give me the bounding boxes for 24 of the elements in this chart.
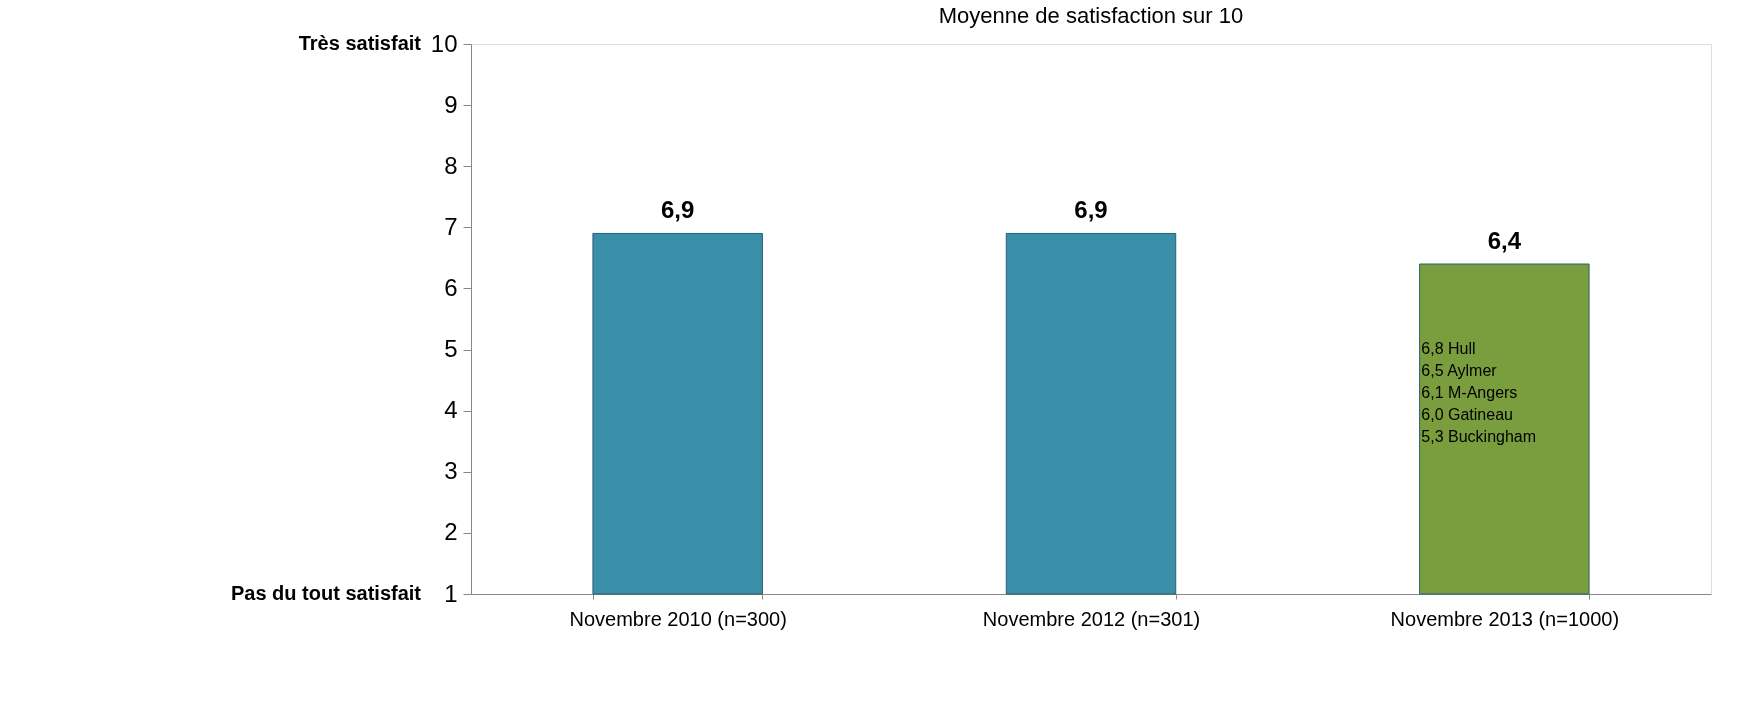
annotation: 5,3 Buckingham xyxy=(1421,428,1537,446)
y-tick-label: 6 xyxy=(444,273,458,301)
y-tick-label: 10 xyxy=(430,29,458,57)
annotation: 6,5 Aylmer xyxy=(1421,362,1498,380)
y-tick-label: 9 xyxy=(444,90,458,118)
data-label: 6,4 xyxy=(1487,227,1522,254)
chart-title: Moyenne de satisfaction sur 10 xyxy=(938,3,1244,28)
annotation: 6,8 Hull xyxy=(1421,340,1476,358)
annotation: 6,0 Gatineau xyxy=(1421,406,1513,424)
y-tick-label: 3 xyxy=(444,457,458,485)
y-tick-label: 7 xyxy=(444,212,458,240)
annotation: 6,1 M-Angers xyxy=(1421,384,1518,402)
x-tick-label: Novembre 2013 (n=1000) xyxy=(1390,607,1620,630)
data-label: 6,9 xyxy=(1074,196,1108,224)
y-tick-label: 2 xyxy=(444,518,458,546)
y-tick-label: 4 xyxy=(444,396,458,424)
data-label: 6,9 xyxy=(660,196,695,224)
text: Très satisfait xyxy=(298,32,422,54)
y-tick-label: 5 xyxy=(444,335,458,363)
x-tick-label: Novembre 2010 (n=300) xyxy=(569,607,787,630)
x-tick-label: Novembre 2012 (n=301) xyxy=(982,607,1201,630)
y-tick-label: 1 xyxy=(444,579,458,607)
y-tick-label: 8 xyxy=(444,151,458,179)
text: Pas du tout satisfait xyxy=(230,582,422,604)
